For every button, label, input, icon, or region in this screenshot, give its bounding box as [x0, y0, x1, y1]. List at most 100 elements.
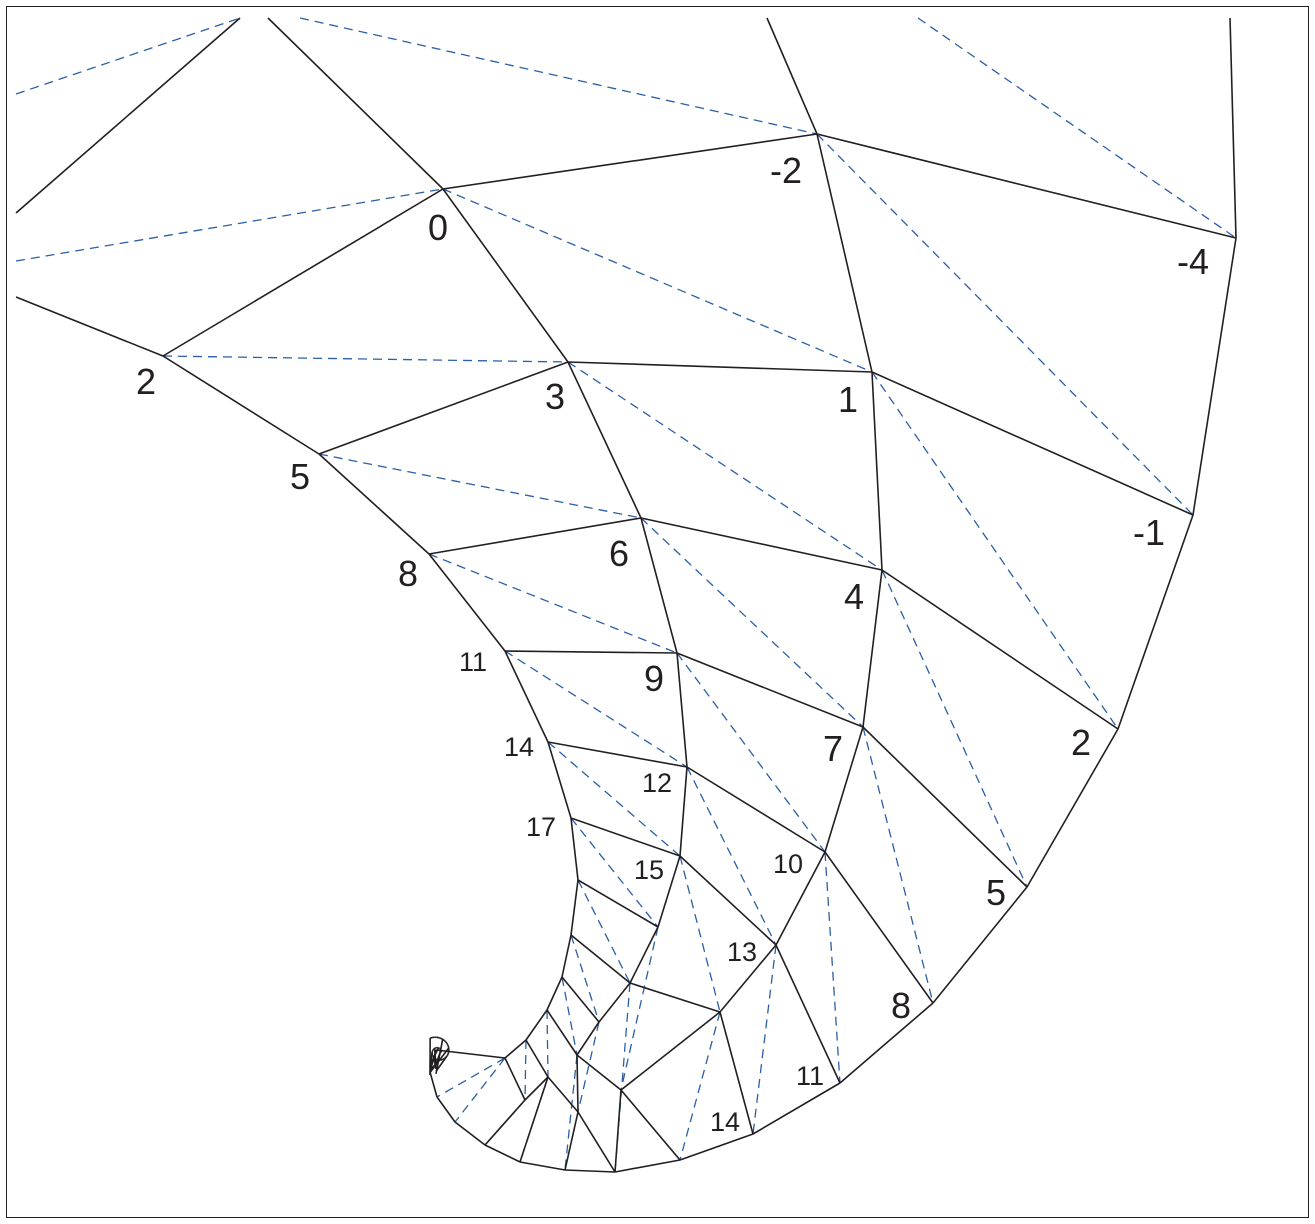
vertex-label-9: 9 [644, 658, 664, 699]
edge-59 [576, 1021, 600, 1056]
edge-62 [614, 1159, 681, 1173]
diagonal-0 [15, 17, 241, 95]
edge-78 [435, 1049, 506, 1059]
diagonal-19 [679, 855, 721, 1013]
edge-18 [428, 517, 642, 555]
diagonal-5 [162, 355, 569, 363]
edge-20 [881, 569, 1119, 730]
vertex-label-2-left: 2 [136, 361, 156, 402]
edge-16 [871, 371, 883, 571]
edge-11 [567, 361, 873, 373]
edge-34 [824, 851, 934, 1004]
diagonal-26 [570, 934, 600, 1023]
vertex-label-8-left: 8 [398, 553, 418, 594]
edge-50 [752, 1082, 841, 1135]
edge-57 [561, 934, 572, 978]
edge-9 [15, 296, 164, 357]
solid-edges [15, 17, 1237, 1173]
edge-56 [679, 1133, 754, 1161]
spiral-curl-9 [445, 1041, 448, 1044]
diagonal-18 [547, 741, 681, 857]
edge-69 [525, 1039, 549, 1078]
diagonal-12 [428, 553, 678, 654]
edge-14 [318, 361, 569, 455]
vertex-label-0: 0 [428, 207, 448, 248]
edge-2 [766, 17, 818, 135]
edge-38 [679, 766, 688, 857]
spiral-spoke-54 [435, 1049, 442, 1065]
vertex-label-11-inner: 11 [459, 647, 487, 677]
edge-76 [519, 1076, 549, 1163]
diagonal-24 [577, 879, 631, 984]
edge-46 [629, 926, 659, 984]
diagonal-34 [454, 1057, 506, 1123]
vertex-label-10: 10 [773, 849, 803, 879]
edge-29 [504, 650, 549, 743]
edge-64 [546, 1009, 578, 1056]
edge-33 [686, 766, 826, 853]
spiral-curl-11 [446, 1044, 450, 1047]
edge-36 [547, 741, 572, 819]
diagonal-3 [917, 17, 1237, 239]
spiral-core [429, 1036, 450, 1076]
diagonal-8 [871, 371, 1119, 730]
edge-32 [824, 726, 864, 853]
edge-28 [1026, 728, 1119, 888]
edge-23 [504, 650, 678, 654]
diagonal-10 [640, 517, 864, 728]
edge-1 [267, 17, 444, 190]
vertex-label-13: 13 [727, 937, 757, 967]
edge-4 [442, 133, 818, 190]
diagonal-13 [676, 652, 826, 853]
edge-41 [775, 944, 841, 1084]
edge-60 [576, 1054, 622, 1091]
spiral-curl-19 [444, 1056, 448, 1059]
edge-70 [547, 1076, 579, 1113]
spiral-curl-18 [445, 1055, 448, 1058]
edge-19 [640, 517, 883, 571]
diagonal-4 [442, 188, 873, 373]
edge-68 [525, 1009, 548, 1041]
vertex-label-4: 4 [844, 576, 864, 617]
diagonal-15 [504, 650, 688, 768]
edge-44 [577, 879, 659, 928]
diagonal-21 [570, 817, 659, 928]
spiral-curl-6 [440, 1037, 444, 1041]
edge-24 [640, 517, 678, 654]
edge-58 [561, 976, 600, 1023]
diagonal-2 [299, 17, 818, 135]
diagonal-35 [436, 1057, 506, 1098]
spiral-curl-21 [442, 1057, 445, 1060]
diagonal-27 [577, 1021, 600, 1113]
diagonal-28 [561, 976, 578, 1056]
edge-49 [719, 1011, 754, 1135]
edge-31 [676, 652, 688, 768]
edge-48 [629, 982, 721, 1013]
edge-0 [15, 17, 241, 214]
diagonal-17 [824, 851, 841, 1084]
spiral-spoke-48 [429, 1047, 440, 1066]
edge-35 [932, 886, 1028, 1004]
diagonal-30 [546, 1009, 549, 1078]
edge-65 [576, 1054, 579, 1113]
edge-79 [484, 1099, 526, 1146]
edge-12 [871, 371, 1194, 516]
vertex-label-1: 1 [838, 379, 858, 420]
edge-72 [519, 1161, 566, 1171]
vertex-label-7: 7 [823, 728, 843, 769]
spiral-curl-16 [447, 1052, 450, 1055]
edge-75 [524, 1076, 549, 1101]
vertex-label-15: 15 [634, 855, 664, 885]
edge-3 [1229, 17, 1237, 239]
edge-51 [570, 879, 579, 936]
spiral-curl-17 [446, 1053, 449, 1056]
vertex-label-17: 17 [526, 812, 556, 842]
edge-77 [484, 1144, 521, 1163]
edge-25 [862, 569, 883, 728]
diagonal-23 [679, 1011, 721, 1161]
edge-53 [598, 982, 631, 1023]
vertex-label-5-left: 5 [290, 456, 310, 497]
spiral-spoke-30 [432, 1057, 437, 1070]
edge-71 [564, 1111, 579, 1171]
spiral-curl-5 [438, 1036, 442, 1040]
